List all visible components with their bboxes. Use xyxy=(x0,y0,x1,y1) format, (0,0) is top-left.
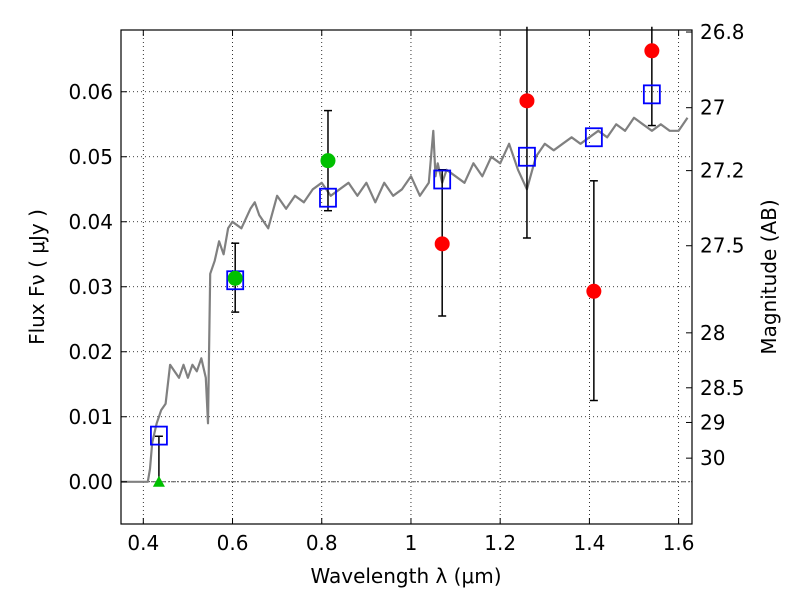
magnitude-tick-label: 26.8 xyxy=(700,20,745,44)
x-tick-label: 0.8 xyxy=(306,531,338,555)
y-tick-label: 0.02 xyxy=(68,340,113,364)
y-axis: 0.00 0.01 0.02 0.03 0.04 0.05 0.06 xyxy=(68,80,127,494)
magnitude-axis: 26.8 27 27.2 27.5 28 28.5 29 30 xyxy=(686,20,745,470)
magnitude-tick-label: 30 xyxy=(700,446,725,470)
model-flux-square xyxy=(584,127,603,148)
observed-flux-point xyxy=(434,236,450,252)
observed-flux-point xyxy=(320,153,336,169)
magnitude-tick-label: 27.5 xyxy=(700,234,745,258)
model-flux-square xyxy=(642,84,661,105)
plot-frame xyxy=(120,29,693,525)
grid xyxy=(121,30,692,524)
y-tick-label: 0.04 xyxy=(68,210,113,234)
y-tick-label: 0.03 xyxy=(68,275,113,299)
magnitude-tick-label: 27.2 xyxy=(700,159,745,183)
x-tick-label: 1.4 xyxy=(573,531,605,555)
observed-flux-point xyxy=(519,93,535,109)
magnitude-axis-title: Magnitude (AB) xyxy=(757,199,781,354)
model-spectrum-line xyxy=(121,116,689,483)
x-tick-label: 1 xyxy=(405,531,418,555)
observed-flux-point xyxy=(644,43,660,59)
y-tick-label: 0.05 xyxy=(68,145,113,169)
y-tick-label: 0.01 xyxy=(68,405,113,429)
y-tick-label: 0.00 xyxy=(68,470,113,494)
upper-limit-triangle xyxy=(152,475,165,487)
model-flux-square xyxy=(518,146,536,167)
magnitude-tick-label: 28 xyxy=(700,321,725,345)
x-tick-label: 1.2 xyxy=(484,531,516,555)
observed-flux-point xyxy=(227,270,243,286)
x-axis-title: Wavelength λ (μm) xyxy=(310,564,501,588)
x-tick-label: 0.4 xyxy=(127,531,159,555)
x-tick-label: 1.6 xyxy=(663,531,695,555)
y-axis-title: Flux Fν ( μJy ) xyxy=(25,209,49,345)
x-tick-label: 0.6 xyxy=(217,531,249,555)
y-tick-label: 0.06 xyxy=(68,80,113,104)
observed-flux-point xyxy=(586,283,602,299)
magnitude-tick-label: 29 xyxy=(700,410,725,434)
model-flux-square xyxy=(150,425,168,446)
model-flux-square xyxy=(319,187,337,208)
model-spectrum xyxy=(121,116,692,483)
magnitude-tick-label: 27 xyxy=(700,96,725,120)
magnitude-tick-label: 28.5 xyxy=(700,376,745,400)
x-axis: 0.4 0.6 0.8 1 1.2 1.4 1.6 xyxy=(127,30,695,555)
model-flux-square xyxy=(433,169,452,190)
observations xyxy=(150,26,661,487)
